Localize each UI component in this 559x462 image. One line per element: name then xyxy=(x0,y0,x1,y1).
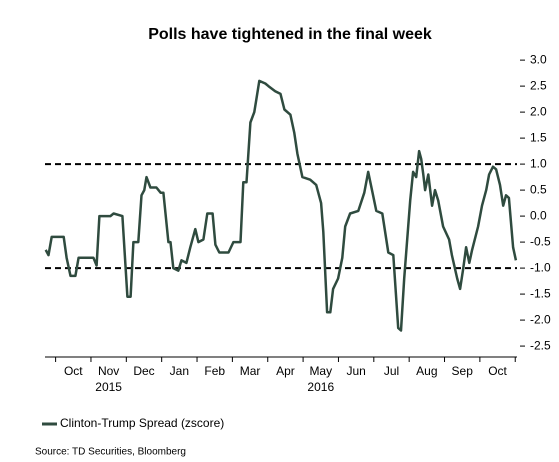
x-tick-label: Jul xyxy=(384,364,399,378)
y-tick-label: -1.0 xyxy=(530,260,551,274)
year-label: 2016 xyxy=(307,380,334,394)
y-tick-label: 2.5 xyxy=(530,78,547,92)
x-tick-label: Dec xyxy=(133,364,154,378)
source: Source: TD Securities, Bloomberg xyxy=(35,447,186,458)
year-label: 2015 xyxy=(95,380,122,394)
y-tick-label: 0.0 xyxy=(530,208,547,222)
y-tick-label: 0.5 xyxy=(530,182,547,196)
y-tick-label: -2.5 xyxy=(530,338,551,352)
x-tick-label: Aug xyxy=(416,364,437,378)
y-tick-label: 1.0 xyxy=(530,156,547,170)
x-tick-label: Mar xyxy=(240,364,261,378)
x-tick-label: May xyxy=(309,364,332,378)
x-tick-label: Sep xyxy=(452,364,474,378)
x-tick-label: Feb xyxy=(204,364,225,378)
x-tick-label: Oct xyxy=(64,364,83,378)
x-tick-label: Jan xyxy=(170,364,189,378)
x-tick-label: Oct xyxy=(488,364,507,378)
y-tick-label: 3.0 xyxy=(530,52,547,66)
y-tick-label: -2.0 xyxy=(530,312,551,326)
x-tick-label: Nov xyxy=(98,364,119,378)
x-tick-label: Apr xyxy=(276,364,295,378)
y-tick-label: -1.5 xyxy=(530,286,551,300)
series-line xyxy=(44,79,518,332)
y-tick-label: 2.0 xyxy=(530,104,547,118)
chart-title: Polls have tightened in the final week xyxy=(148,26,432,43)
y-tick-label: -0.5 xyxy=(530,234,551,248)
legend-label: Clinton-Trump Spread (zscore) xyxy=(60,416,224,430)
x-tick-label: Jun xyxy=(346,364,365,378)
y-tick-label: 1.5 xyxy=(530,130,547,144)
